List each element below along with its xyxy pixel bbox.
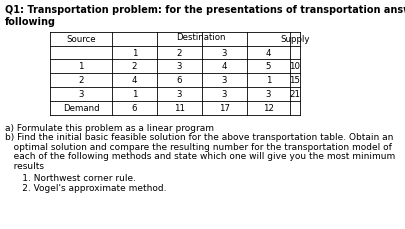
Text: 12: 12 — [262, 104, 273, 113]
Text: 2. Vogel's approximate method.: 2. Vogel's approximate method. — [5, 183, 166, 192]
Text: 4: 4 — [221, 62, 227, 71]
Text: 3: 3 — [221, 49, 227, 58]
Text: 2: 2 — [176, 49, 182, 58]
Text: 3: 3 — [176, 62, 182, 71]
Text: optimal solution and compare the resulting number for the transportation model o: optimal solution and compare the resulti… — [5, 142, 391, 151]
Text: b) Find the initial basic feasible solution for the above transportation table. : b) Find the initial basic feasible solut… — [5, 133, 392, 142]
Text: 3: 3 — [221, 90, 227, 99]
Text: Destination: Destination — [176, 33, 225, 42]
Text: 6: 6 — [132, 104, 137, 113]
Text: 3: 3 — [176, 90, 182, 99]
Text: Demand: Demand — [62, 104, 99, 113]
Text: results: results — [5, 161, 44, 170]
Text: 1: 1 — [132, 49, 137, 58]
Text: Q1: Transportation problem: for the presentations of transportation answer the: Q1: Transportation problem: for the pres… — [5, 5, 405, 15]
Text: Source: Source — [66, 35, 96, 44]
Text: 21: 21 — [289, 90, 300, 99]
Text: 3: 3 — [221, 76, 227, 85]
Text: a) Formulate this problem as a linear program: a) Formulate this problem as a linear pr… — [5, 123, 213, 132]
Text: 2: 2 — [78, 76, 83, 85]
Text: 1: 1 — [265, 76, 271, 85]
Text: 1: 1 — [78, 62, 83, 71]
Text: each of the following methods and state which one will give you the most minimum: each of the following methods and state … — [5, 152, 394, 161]
Text: 1: 1 — [132, 90, 137, 99]
Text: 2: 2 — [132, 62, 137, 71]
Text: 11: 11 — [174, 104, 185, 113]
Text: 3: 3 — [265, 90, 271, 99]
Text: 5: 5 — [265, 62, 271, 71]
Text: following: following — [5, 17, 56, 27]
Text: 3: 3 — [78, 90, 83, 99]
Text: 1. Northwest corner rule.: 1. Northwest corner rule. — [5, 174, 136, 183]
Text: 6: 6 — [176, 76, 182, 85]
Text: 4: 4 — [132, 76, 137, 85]
Text: Supply: Supply — [279, 35, 309, 44]
Text: 15: 15 — [289, 76, 300, 85]
Text: 17: 17 — [218, 104, 230, 113]
Text: 4: 4 — [265, 49, 271, 58]
Text: 10: 10 — [289, 62, 300, 71]
